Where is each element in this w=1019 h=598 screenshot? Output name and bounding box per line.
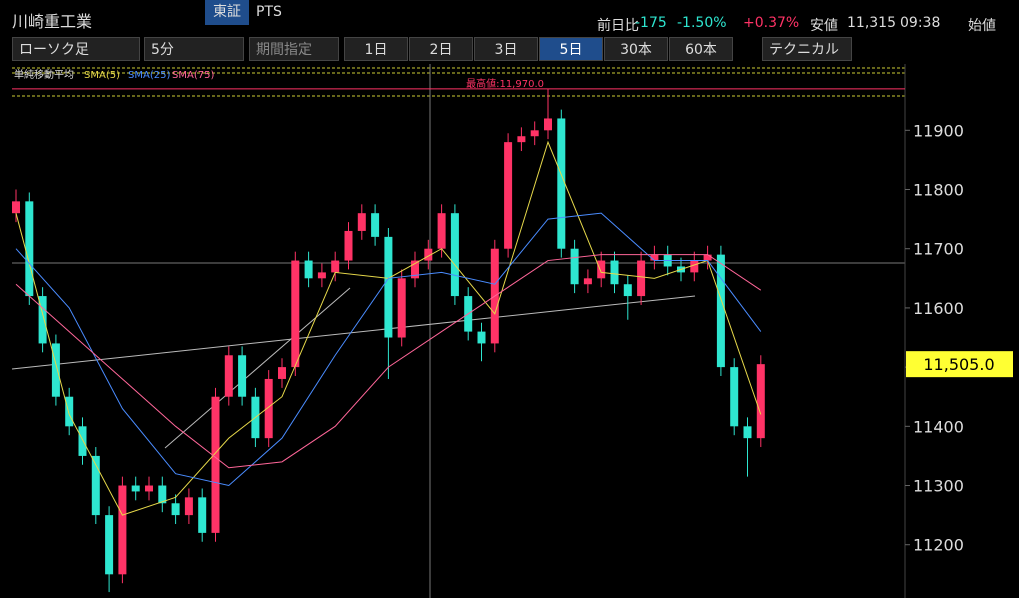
candle-body [198,497,207,533]
candle-body [557,118,566,249]
candle-body [716,254,725,368]
candle-body [278,367,286,379]
sma-line [15,254,762,469]
candle-body [623,284,632,297]
stock-name: 川崎重工業 [12,12,93,31]
legend-entry: SMA(75) [172,70,214,81]
candle-body [517,136,526,143]
candle-body [131,485,140,492]
pts-tab[interactable]: PTS [256,4,282,20]
candle-body [637,260,646,297]
candle-body [703,254,712,261]
candle-body [530,130,539,137]
low-label: 安値 [810,18,838,34]
candle-body [78,426,87,456]
period[interactable]: 期間指定 [249,37,339,61]
legend-title: 単純移動平均 [14,68,74,81]
candle-body [12,201,20,214]
open-label: 始値 [968,18,996,34]
candle-body [357,213,366,231]
candle-body [91,455,100,516]
candle-body [411,260,419,279]
candle-body [304,260,313,279]
candle-body [477,331,486,344]
price-box [906,351,1013,378]
y-tick-label: 11800 [913,181,964,200]
market-tab[interactable]: 東証 [205,0,249,25]
candle-body [38,296,47,344]
candle-body [317,272,326,279]
legend-entry: SMA(5) [84,70,120,81]
y-tick-label: 11400 [913,417,964,436]
candle-body [650,254,659,261]
pct: +0.37% [743,15,800,31]
range-button[interactable]: 5日 [539,37,603,61]
range-button[interactable]: 60本 [669,37,733,61]
candle-body [171,503,180,516]
change: -175 [635,15,667,31]
candle-body [331,260,340,273]
candle-body [344,230,353,261]
candle-body [145,485,153,492]
candle-body [397,278,406,338]
range-button[interactable]: 1日 [344,37,408,61]
candle-body [211,396,220,533]
y-tick-label: 11200 [913,536,964,555]
candle-body [158,485,167,504]
range-button[interactable]: 2日 [409,37,473,61]
candle-body [570,248,579,285]
candle-body [65,396,74,427]
change-label: 前日比 [597,18,639,34]
candle-body [238,355,247,397]
range-button[interactable]: 30本 [604,37,668,61]
trend-line [164,287,351,449]
legend-entry: SMA(25) [128,70,170,81]
candle-body [597,260,606,279]
candle-body [51,343,60,397]
candle-body [184,497,193,516]
price-label: 11,505.0 [923,355,994,374]
chart: 単純移動平均 112001130011400115001160011700118… [11,64,1013,598]
candle-body [291,260,300,368]
high-label: 最高値:11,970.0 [466,77,544,90]
candle-body [743,426,752,439]
candle-body [544,118,552,131]
trend-line [11,295,696,370]
candle-body [690,260,699,273]
y-tick-label: 11700 [913,240,964,259]
candle-body [730,367,739,427]
candle-body [424,248,433,261]
change-pct: -1.50% [677,15,727,31]
candle-body [105,515,114,575]
candle-body [25,201,34,297]
candle-body [371,213,380,237]
y-tick-label: 11600 [913,299,964,318]
candle-body [224,355,233,397]
y-tick-label: 11300 [913,477,964,496]
chart-type[interactable]: ローソク足 [12,37,140,61]
candle-body [384,236,393,338]
y-tick-label: 11900 [913,121,964,140]
candle-body [756,364,765,439]
candle-body [264,378,273,439]
candle-body [504,142,513,249]
low-time: 09:38 [900,15,941,31]
candle-body [118,485,127,575]
candle-body [583,278,592,285]
candle-body [610,260,619,285]
technical[interactable]: テクニカル [762,37,852,61]
candle-body [450,213,459,297]
interval[interactable]: 5分 [144,37,244,61]
candle-body [437,213,446,249]
low: 11,315 [847,15,896,31]
range-button[interactable]: 3日 [474,37,538,61]
sma-line [15,212,762,487]
